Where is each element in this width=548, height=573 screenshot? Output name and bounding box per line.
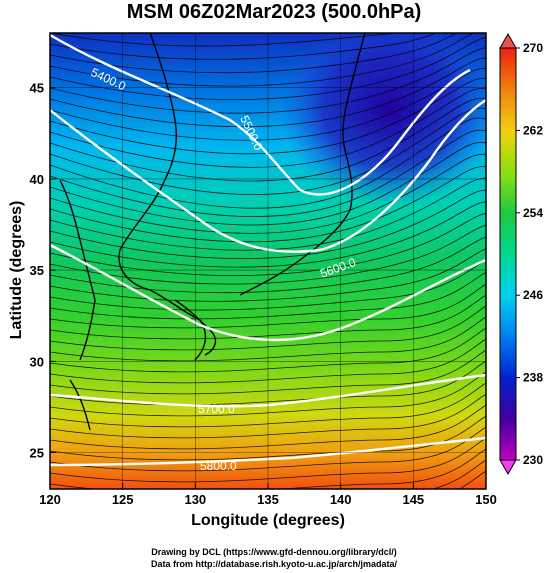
streamline — [50, 260, 486, 311]
credit-line-2: Data from http://database.rish.kyoto-u.a… — [150, 559, 398, 569]
colorbar-bottom-arrow — [499, 459, 517, 476]
colorbar-tick-label: 230 — [523, 453, 543, 467]
streamline — [50, 404, 486, 450]
streamline — [50, 165, 486, 243]
streamline — [50, 294, 486, 340]
streamline — [50, 57, 486, 128]
streamline — [50, 67, 486, 141]
streamline — [50, 448, 486, 489]
streamline — [50, 33, 438, 60]
x-axis-label: Longitude (degrees) — [191, 512, 345, 529]
x-tick-label: 140 — [330, 492, 352, 507]
streamline — [50, 283, 486, 329]
x-tick-label: 150 — [475, 492, 497, 507]
streamline — [50, 271, 486, 320]
streamline — [50, 153, 486, 234]
streamline — [50, 97, 486, 182]
streamline — [50, 327, 486, 373]
gridlines — [50, 33, 486, 489]
y-tick-label: 25 — [30, 446, 44, 461]
streamline — [50, 349, 486, 395]
streamline — [50, 213, 486, 276]
streamline — [50, 117, 486, 209]
streamline — [50, 382, 486, 428]
x-tick-label: 120 — [39, 492, 61, 507]
streamline — [50, 77, 486, 155]
streamline — [430, 459, 486, 489]
y-axis-label: Latitude (degrees) — [8, 200, 25, 340]
height-contours — [50, 33, 486, 467]
streamline — [50, 360, 486, 406]
colorbar-tick-label: 254 — [523, 206, 543, 220]
streamline — [458, 470, 486, 489]
plot-area: 5400.0 5500.0 5600.0 5700.0 5800.0 — [50, 33, 486, 489]
streamline — [50, 37, 486, 100]
colorbar-top-arrow — [499, 32, 517, 49]
streamline — [50, 371, 486, 417]
colorbar-tick-label: 238 — [523, 371, 543, 385]
streamline — [50, 33, 399, 47]
y-tick-label: 30 — [30, 354, 44, 369]
streamline — [50, 33, 458, 74]
cold-core — [280, 33, 486, 205]
contour-label: 5700.0 — [198, 402, 235, 416]
streamline — [50, 107, 486, 195]
streamline — [50, 393, 486, 439]
streamline — [50, 201, 486, 268]
streamline — [50, 33, 474, 87]
y-tick-label: 35 — [30, 263, 44, 278]
streamline — [50, 316, 486, 362]
streamline — [50, 129, 486, 217]
colorbar-tick-label: 270 — [523, 41, 543, 55]
credits: Drawing by DCL (https://www.gfd-dennou.o… — [0, 546, 548, 570]
streamline — [50, 338, 486, 384]
x-tick-label: 145 — [402, 492, 424, 507]
streamline — [50, 87, 486, 168]
streamline — [50, 224, 486, 285]
streamlines — [50, 33, 486, 489]
streamline — [50, 236, 486, 294]
credit-line-1: Drawing by DCL (https://www.gfd-dennou.o… — [151, 547, 397, 557]
contour-label: 5800.0 — [200, 459, 237, 473]
x-tick-label: 135 — [257, 492, 279, 507]
colorbar-ticks: 230 238 246 254 262 270 — [516, 41, 543, 467]
colorbar: 230 238 246 254 262 270 — [499, 32, 543, 476]
colorbar-tick-label: 246 — [523, 288, 543, 302]
colorbar-tick-label: 262 — [523, 123, 543, 137]
y-axis: 25 30 35 40 45 — [30, 81, 56, 461]
y-tick-label: 45 — [30, 81, 44, 96]
streamline — [50, 189, 486, 260]
x-tick-label: 125 — [112, 492, 134, 507]
chart-title: MSM 06Z02Mar2023 (500.0hPa) — [126, 1, 422, 23]
colorbar-body — [499, 47, 517, 461]
streamline — [50, 305, 486, 351]
x-tick-label: 130 — [184, 492, 206, 507]
streamline — [50, 141, 486, 226]
x-axis: 120 125 130 135 140 145 150 — [39, 483, 497, 507]
y-tick-label: 40 — [30, 172, 44, 187]
streamline — [50, 437, 486, 483]
